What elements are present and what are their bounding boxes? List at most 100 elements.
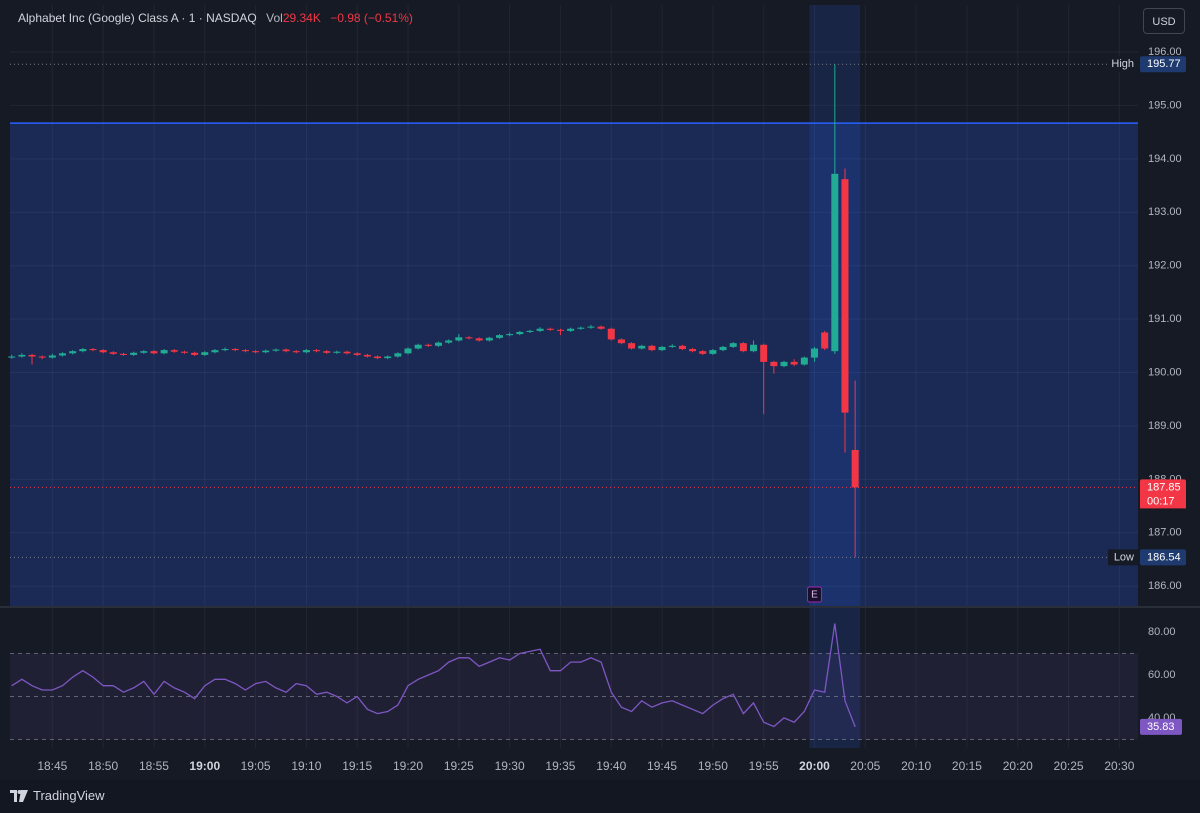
candle-body (252, 351, 260, 353)
candle-body (638, 345, 646, 349)
rsi-tick-label: 80.00 (1148, 626, 1176, 638)
candle-body (719, 346, 727, 351)
candle-body (831, 173, 839, 352)
candle-body (475, 338, 483, 341)
marker-tag-label: Low (1114, 551, 1134, 563)
footer-bar (0, 780, 1200, 813)
marker-badge (1140, 56, 1186, 73)
candle-body (282, 349, 290, 352)
candle-body (485, 337, 493, 341)
volume-label: Vol (266, 11, 283, 25)
x-tick-label: 19:05 (241, 759, 271, 773)
rsi-line (11, 623, 856, 728)
candle-body (221, 349, 229, 351)
candle-body (678, 345, 686, 350)
candle-body (506, 334, 514, 336)
candle-body (526, 330, 534, 332)
candle-body (119, 353, 127, 355)
event-marker[interactable]: E (807, 586, 823, 603)
marker-badge-label: 195.77 (1147, 58, 1181, 70)
x-tick-label: 19:30 (495, 759, 525, 773)
candle-body (709, 350, 717, 354)
brand-name: TradingView (33, 788, 105, 803)
candle-body (516, 331, 524, 335)
rsi-tick-label: 60.00 (1148, 669, 1176, 681)
y-tick-label: 186.00 (1148, 580, 1182, 592)
candle-body (821, 332, 829, 349)
candle-body (729, 343, 737, 347)
candle-body (170, 350, 178, 352)
candle-body (465, 337, 473, 339)
candle-body (150, 351, 158, 354)
x-tick-label: 18:45 (37, 759, 67, 773)
y-tick-label: 195.00 (1148, 99, 1182, 111)
candle-body (18, 354, 26, 357)
candle-body (211, 350, 219, 353)
marker-tag-label: High (1111, 58, 1134, 70)
candle-body (343, 351, 351, 354)
candle-body (109, 352, 117, 354)
time-axis (0, 750, 1200, 780)
candle-body (648, 345, 656, 351)
candle-body (587, 326, 595, 328)
marker-badge-label: 186.54 (1147, 551, 1181, 563)
marker-badge (1140, 549, 1186, 566)
candle-body (272, 349, 280, 351)
marker-tag (1108, 56, 1139, 73)
candle-body (99, 350, 107, 353)
candle-body (231, 349, 239, 351)
x-tick-label: 19:10 (291, 759, 321, 773)
candle-body (262, 350, 270, 353)
x-tick-label: 18:50 (88, 759, 118, 773)
y-tick-label: 192.00 (1148, 260, 1182, 272)
currency-button[interactable]: USD (1143, 8, 1185, 34)
countdown-badge (1140, 494, 1186, 509)
x-tick-label: 19:20 (393, 759, 423, 773)
volume-value: 29.34K (282, 11, 321, 25)
candle-body (689, 349, 697, 352)
y-tick-label: 190.00 (1148, 366, 1182, 378)
candle-body (404, 348, 412, 354)
candle-body (8, 356, 16, 358)
candle-body (48, 355, 56, 358)
x-tick-label: 20:15 (952, 759, 982, 773)
x-tick-label: 19:55 (749, 759, 779, 773)
candle-body (38, 356, 46, 358)
candle-body (435, 342, 443, 346)
marker-badge-label: 187.85 (1147, 481, 1181, 493)
candle-body (811, 348, 819, 358)
candle-body (313, 350, 321, 352)
y-tick-label: 187.00 (1148, 527, 1182, 539)
x-tick-label: 18:55 (139, 759, 169, 773)
x-tick-label: 19:50 (698, 759, 728, 773)
candle-body (739, 343, 747, 352)
rsi-badge (1140, 718, 1182, 735)
x-tick-label: 19:45 (647, 759, 677, 773)
symbol-header: Alphabet Inc (Google) Class A · 1 · NASD… (18, 11, 413, 25)
x-tick-label: 19:25 (444, 759, 474, 773)
candle-body (668, 345, 676, 347)
candle-body (577, 327, 585, 329)
candle-body (658, 346, 666, 351)
x-tick-label: 20:20 (1003, 759, 1033, 773)
candle-body (79, 349, 87, 352)
x-tick-label: 20:10 (901, 759, 931, 773)
candle-body (607, 328, 615, 340)
y-tick-label: 194.00 (1148, 153, 1182, 165)
candle-body (536, 328, 544, 331)
symbol-title[interactable]: Alphabet Inc (Google) Class A · 1 · NASD… (18, 11, 257, 25)
y-tick-label: 196.00 (1148, 46, 1182, 58)
rsi-band (10, 653, 1138, 740)
candle-body (292, 351, 300, 353)
candle-body (160, 350, 168, 354)
price-pane (0, 0, 1200, 606)
candle-body (241, 350, 249, 352)
candle-body (851, 450, 859, 488)
candle-body (302, 350, 310, 353)
candle-body (130, 352, 138, 355)
candle-body (800, 357, 808, 365)
x-tick-label: 19:35 (545, 759, 575, 773)
candle-body (374, 356, 382, 359)
